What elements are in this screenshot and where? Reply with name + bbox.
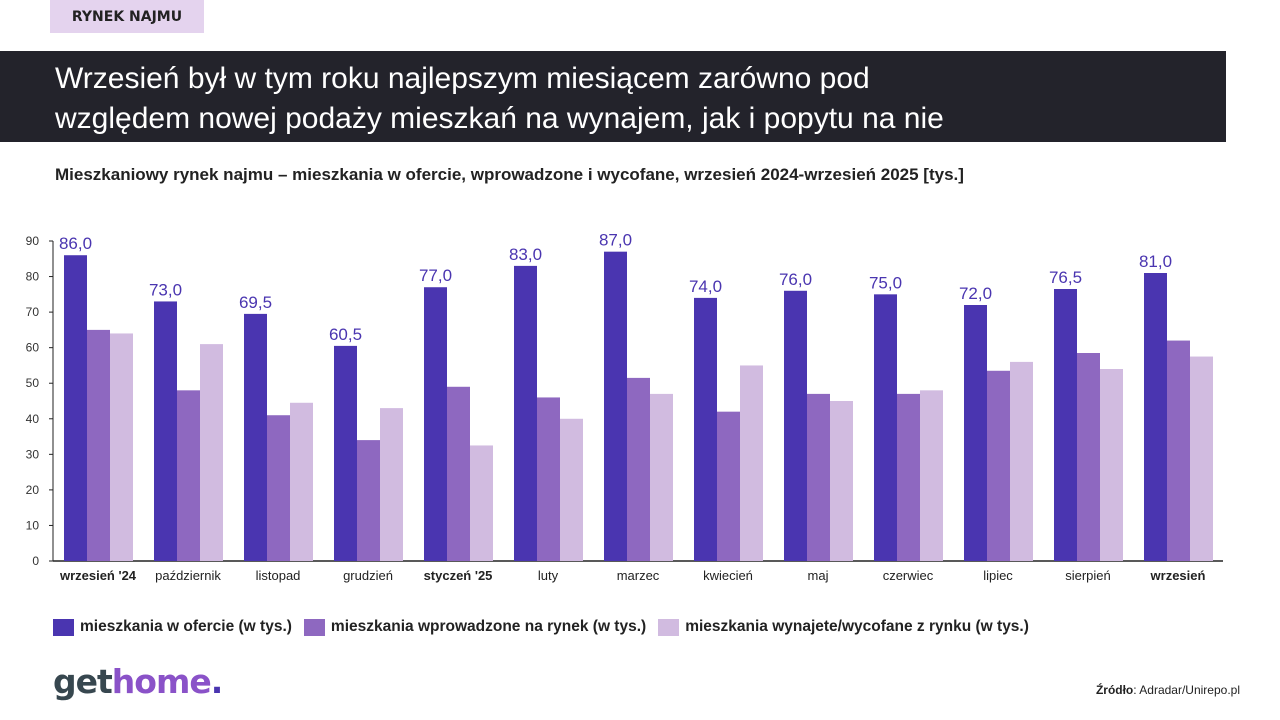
x-tick-label: wrzesień '24 [59, 568, 137, 583]
x-tick-label: grudzień [343, 568, 393, 583]
bar-series-3 [920, 390, 943, 561]
bar-series-3 [1010, 361, 1033, 561]
bar-series-2 [807, 393, 830, 561]
headline-banner: Wrzesień był w tym roku najlepszym miesi… [0, 51, 1226, 142]
bar-series-2 [267, 415, 290, 561]
legend-label: mieszkania wynajete/wycofane z rynku (w … [685, 618, 1029, 635]
bar-series-2 [987, 370, 1010, 561]
legend: mieszkania w ofercie (w tys.) mieszkania… [53, 618, 1029, 636]
bar-series-2 [177, 390, 200, 561]
bar-series-2 [447, 386, 470, 561]
x-tick-label: listopad [256, 568, 301, 583]
data-label: 83,0 [509, 245, 542, 264]
bar-series-3 [470, 445, 493, 561]
y-tick-label: 50 [26, 376, 40, 390]
x-tick-label: czerwiec [883, 568, 934, 583]
legend-label: mieszkania wprowadzone na rynek (w tys.) [330, 618, 647, 635]
gethome-logo: gethome. [53, 662, 224, 701]
headline-line-2: względem nowej podaży mieszkań na wynaje… [55, 102, 944, 135]
logo-part: home [111, 662, 212, 701]
data-label: 77,0 [419, 266, 452, 285]
x-tick-label: maj [808, 568, 829, 583]
bar-series-2 [717, 411, 740, 561]
data-label: 76,5 [1049, 268, 1082, 287]
source-note: Źródło: Adradar/Unirepo.pl [1096, 683, 1240, 697]
source-label: Źródło [1095, 683, 1134, 697]
bar-series-3 [290, 402, 313, 561]
bar-series-3 [1190, 356, 1213, 561]
x-tick-label: marzec [617, 568, 660, 583]
y-tick-label: 60 [26, 341, 40, 355]
bar-series-1 [514, 265, 537, 561]
data-label: 75,0 [869, 273, 902, 292]
legend-swatch [303, 618, 325, 636]
bar-series-1 [604, 251, 627, 561]
data-label: 76,0 [779, 270, 812, 289]
logo-part: get [53, 662, 113, 701]
bar-series-2 [897, 393, 920, 561]
legend-item-offer: mieszkania w ofercie (w tys.) [53, 618, 292, 636]
data-label: 87,0 [599, 231, 632, 250]
section-tag: RYNEK NAJMU [50, 0, 204, 33]
y-tick-label: 0 [32, 554, 39, 568]
bar-series-3 [1100, 369, 1123, 561]
data-label: 72,0 [959, 284, 992, 303]
x-tick-label: lipiec [983, 568, 1013, 583]
bar-series-3 [740, 365, 763, 561]
bar-series-1 [964, 305, 987, 561]
data-label: 86,0 [59, 234, 92, 253]
x-tick-label: sierpień [1065, 568, 1111, 583]
legend-item-withdrawn: mieszkania wynajete/wycofane z rynku (w … [658, 618, 1029, 636]
bar-series-2 [627, 377, 650, 561]
bar-series-3 [380, 408, 403, 561]
x-tick-label: wrzesień [1150, 568, 1206, 583]
data-label: 60,5 [329, 325, 362, 344]
bar-series-1 [334, 345, 357, 561]
bar-series-1 [64, 255, 87, 561]
chart-title: Mieszkaniowy rynek najmu – mieszkania w … [55, 165, 964, 184]
bar-series-2 [87, 329, 110, 561]
bar-series-1 [874, 294, 897, 561]
bar-series-1 [424, 287, 447, 561]
data-label: 81,0 [1139, 252, 1172, 271]
y-tick-label: 10 [26, 518, 40, 532]
x-tick-label: kwiecień [703, 568, 753, 583]
bar-series-3 [830, 401, 853, 561]
data-label: 69,5 [239, 293, 272, 312]
bar-series-2 [357, 440, 380, 561]
bar-series-2 [1077, 353, 1100, 561]
bar-series-1 [694, 297, 717, 561]
y-tick-label: 30 [26, 447, 40, 461]
bar-series-1 [784, 290, 807, 561]
bar-series-1 [1144, 273, 1167, 561]
legend-swatch [53, 618, 74, 636]
x-tick-label: luty [538, 568, 559, 583]
logo-part: . [210, 662, 224, 701]
headline-line-1: Wrzesień był w tym roku najlepszym miesi… [55, 62, 870, 95]
legend-swatch [658, 618, 680, 636]
bar-series-1 [154, 301, 177, 561]
bar-series-2 [537, 397, 560, 561]
y-tick-label: 90 [26, 234, 40, 248]
bar-series-2 [1167, 340, 1190, 561]
legend-label: mieszkania w ofercie (w tys.) [80, 618, 292, 635]
legend-item-introduced: mieszkania wprowadzone na rynek (w tys.) [303, 618, 647, 636]
bar-series-1 [244, 313, 267, 561]
bar-series-1 [1054, 289, 1077, 561]
bar-series-3 [560, 418, 583, 561]
bar-series-3 [650, 393, 673, 561]
y-tick-label: 20 [26, 483, 40, 497]
bar-series-3 [110, 333, 133, 561]
y-tick-label: 40 [26, 412, 40, 426]
x-tick-label: styczeń '25 [424, 568, 493, 583]
bar-series-3 [200, 344, 223, 561]
data-label: 74,0 [689, 277, 722, 296]
source-text: : Adradar/Unirepo.pl [1133, 683, 1240, 697]
y-tick-label: 80 [26, 270, 40, 284]
data-label: 73,0 [149, 280, 182, 299]
y-tick-label: 70 [26, 305, 40, 319]
x-tick-label: październik [155, 568, 221, 583]
